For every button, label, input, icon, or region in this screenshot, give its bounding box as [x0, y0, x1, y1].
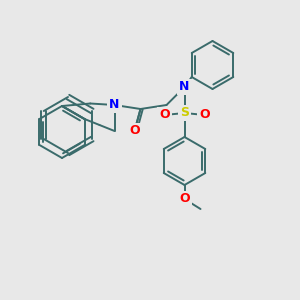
Text: O: O	[159, 109, 170, 122]
Text: N: N	[179, 80, 190, 94]
Text: O: O	[129, 124, 140, 137]
Text: N: N	[109, 98, 120, 112]
Text: O: O	[179, 193, 190, 206]
Text: S: S	[180, 106, 189, 119]
Text: O: O	[199, 109, 210, 122]
